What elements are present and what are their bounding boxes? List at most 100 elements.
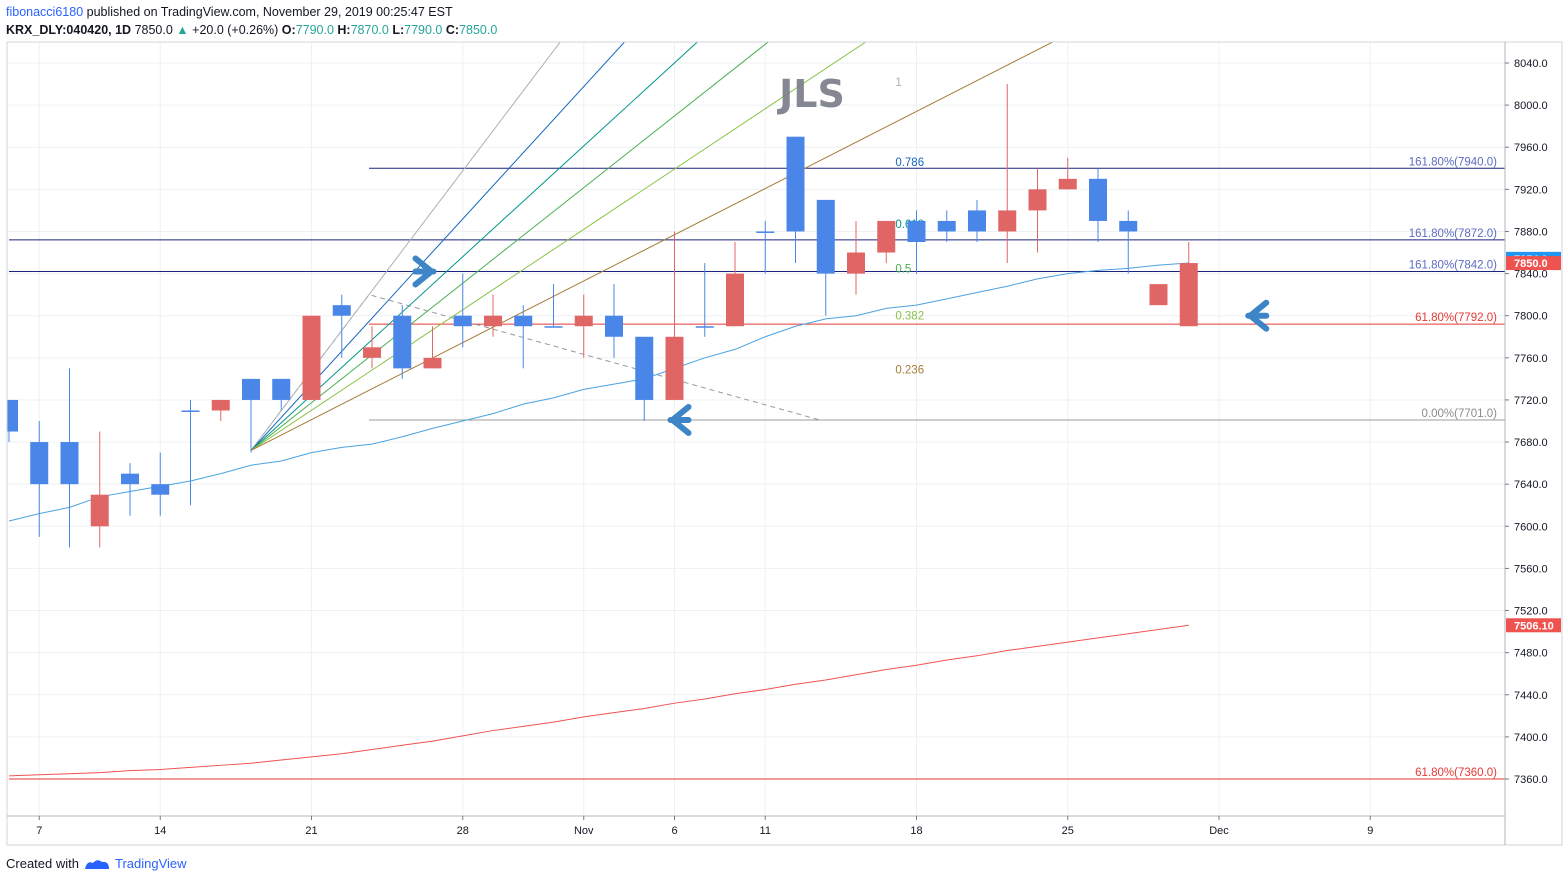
- candle-body: [332, 305, 351, 316]
- time-tick-label: 18: [910, 825, 922, 837]
- candle-body: [726, 273, 744, 327]
- fib-fan-label: 0.382: [895, 311, 924, 323]
- candle-body: [847, 252, 865, 274]
- candle-body: [665, 336, 684, 400]
- candle-body: [1028, 189, 1047, 211]
- candle-body: [786, 136, 805, 232]
- time-tick-label: 7: [36, 825, 42, 837]
- chart-grid: [7, 42, 1505, 816]
- low-value: 7790.0: [404, 23, 443, 37]
- price-badge-label: 7506.10: [1514, 620, 1554, 632]
- price-tick-label: 7960.0: [1514, 142, 1548, 154]
- candle-body: [151, 484, 170, 495]
- price-tick-label: 7520.0: [1514, 606, 1548, 618]
- fib-fan-label: 0.5: [895, 263, 911, 275]
- time-tick-label: 9: [1367, 825, 1373, 837]
- time-tick-label: 14: [154, 825, 166, 837]
- fib-level-label: 0.00%(7701.0): [1422, 408, 1498, 420]
- annotation-arrows: [412, 255, 1270, 436]
- low-label: L:: [392, 23, 405, 37]
- fib-fan-ray: [250, 42, 1054, 451]
- ma-fast-line: [8, 262, 1189, 522]
- fib-level-label: 61.80%(7792.0): [1415, 312, 1497, 324]
- close-label: C:: [445, 23, 460, 37]
- fib-fan-ray: [250, 42, 867, 451]
- price-tick-label: 8040.0: [1514, 58, 1548, 70]
- candle-body: [363, 347, 381, 358]
- author-link[interactable]: fibonacci6180: [6, 5, 84, 19]
- price-badge: [1506, 618, 1561, 633]
- price-badge: [1506, 256, 1561, 271]
- high-label: H:: [337, 23, 351, 37]
- footer-created: Created with: [6, 856, 79, 871]
- candle-body: [1089, 178, 1107, 221]
- price-tick-label: 7440.0: [1514, 690, 1548, 702]
- high-value: 7870.0: [350, 23, 389, 37]
- price-badge-label: 7850.0: [1514, 258, 1548, 270]
- footer-brand[interactable]: TradingView: [114, 856, 187, 871]
- time-tick-label: 6: [671, 825, 677, 837]
- footer: Created with TradingView: [6, 855, 187, 873]
- candles: [7, 84, 1198, 548]
- price-tick-label: 8000.0: [1514, 100, 1548, 112]
- axes: 7360.0 7400.0 7440.0 7480.0 7520.0 7560.0 7600…: [6, 41, 1563, 846]
- fib-fan-label: 1: [895, 77, 901, 89]
- candle-body: [393, 315, 412, 369]
- price-tick-label: 7560.0: [1514, 563, 1548, 575]
- candle-body: [1179, 263, 1198, 327]
- candle-body: [423, 357, 442, 369]
- fib-fan-label: 0.786: [895, 157, 924, 169]
- candle-body: [181, 410, 200, 412]
- candle-body: [635, 336, 654, 400]
- candle-body: [453, 315, 472, 327]
- candle-body: [1058, 178, 1077, 190]
- candle-body: [60, 442, 79, 485]
- time-tick-label: Nov: [574, 825, 594, 837]
- time-tick-label: 21: [305, 825, 317, 837]
- candle-body: [484, 315, 502, 327]
- publish-info: published on TradingView.com, November 2…: [86, 5, 453, 19]
- candle-body: [998, 210, 1017, 232]
- close-value: 7850.0: [459, 23, 498, 37]
- candle-body: [121, 473, 139, 485]
- candle-body: [1119, 220, 1138, 232]
- candle-body: [574, 315, 593, 327]
- price-tick-label: 7480.0: [1514, 648, 1548, 660]
- fib-level-label: 161.80%(7872.0): [1409, 228, 1497, 240]
- fib-levels: 161.80%(7940.0) 161.80%(7872.0) 161.80%(78…: [9, 156, 1505, 780]
- price-tick-label: 7920.0: [1514, 184, 1548, 196]
- candle-body: [30, 442, 49, 485]
- candle-body: [877, 220, 896, 253]
- chart-frame: [6, 41, 1563, 846]
- time-tick-label: 11: [760, 825, 771, 837]
- candle-body: [242, 378, 260, 400]
- candle-body: [514, 315, 533, 327]
- candle-body: [544, 326, 563, 328]
- last-price: 7850.0: [134, 23, 173, 37]
- price-tick-label: 7720.0: [1514, 395, 1548, 407]
- candle-body: [907, 220, 926, 242]
- price-tick-label: 7680.0: [1514, 437, 1548, 449]
- symbol-name: KRX_DLY:040420, 1D: [6, 23, 132, 37]
- price-change: +20.0 (+0.26%): [192, 23, 279, 37]
- candle-body: [968, 210, 986, 232]
- candle-body: [1149, 284, 1168, 306]
- candle-body: [90, 494, 109, 527]
- symbol-info-line: KRX_DLY:040420, 1D 7850.0 ▲ +20.0 (+0.26…: [6, 22, 497, 39]
- candle-body: [695, 326, 714, 328]
- fib-level-label: 61.80%(7360.0): [1415, 767, 1497, 779]
- time-tick-label: 28: [457, 825, 469, 837]
- price-tick-label: 7640.0: [1514, 479, 1548, 491]
- price-tick-label: 7880.0: [1514, 226, 1548, 238]
- moving-averages: [8, 262, 1189, 777]
- time-tick-label: Dec: [1209, 825, 1229, 837]
- price-tick-label: 7600.0: [1514, 521, 1548, 533]
- price-tick-label: 7840.0: [1514, 269, 1548, 281]
- candle-body: [272, 378, 291, 400]
- candle-body: [756, 231, 775, 233]
- price-tick-label: 7760.0: [1514, 353, 1548, 365]
- fib-fan-ray: [250, 42, 626, 451]
- candle-body: [211, 399, 230, 411]
- publish-header: fibonacci6180 published on TradingView.c…: [6, 4, 453, 21]
